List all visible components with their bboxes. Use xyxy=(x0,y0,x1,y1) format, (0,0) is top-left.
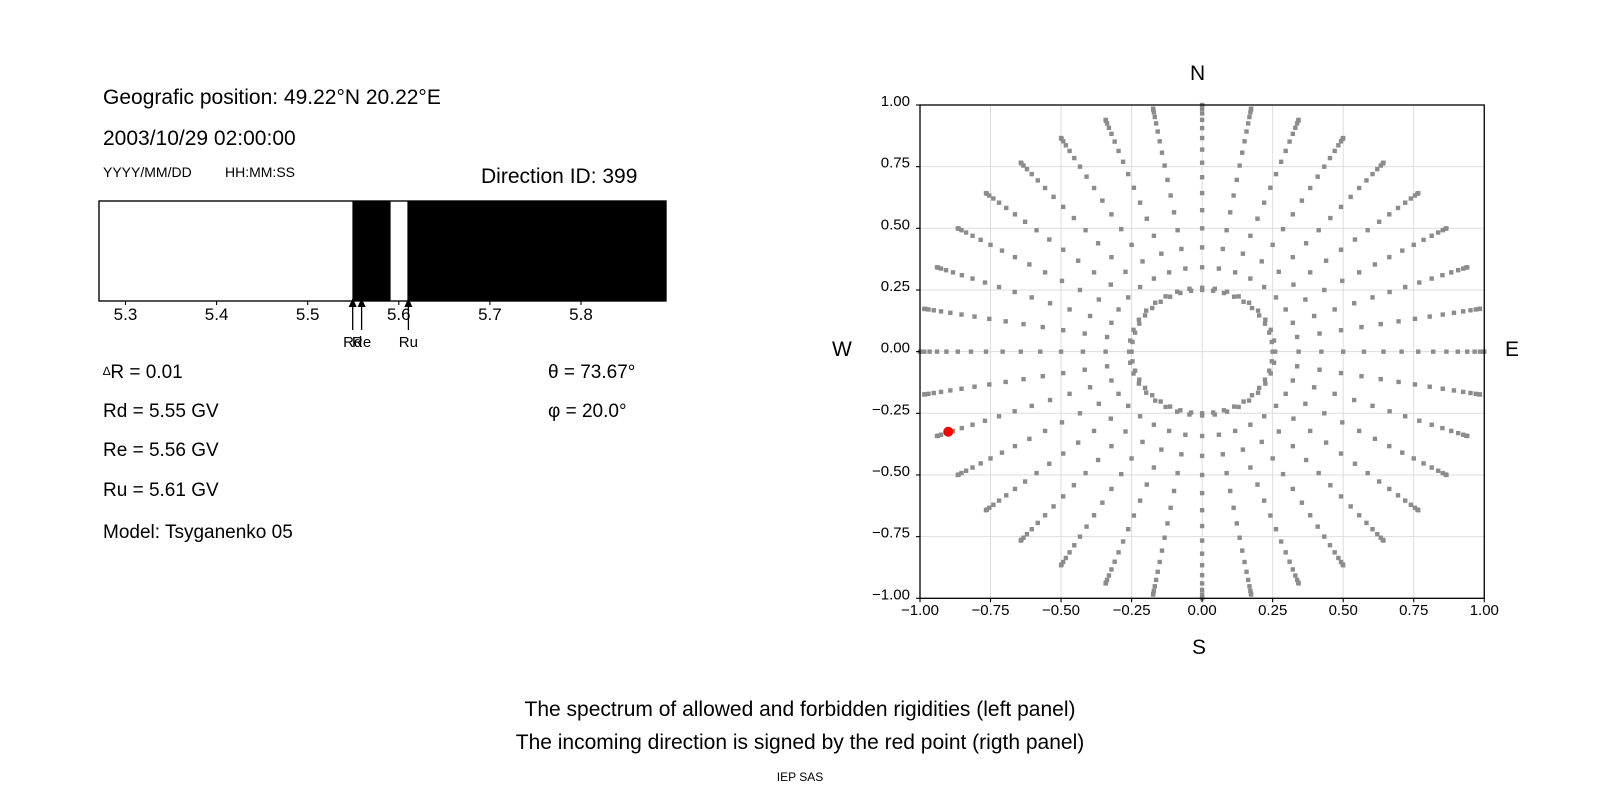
svg-text:−0.25: −0.25 xyxy=(1113,602,1151,619)
svg-text:−0.50: −0.50 xyxy=(1042,602,1080,619)
svg-text:0.75: 0.75 xyxy=(1399,602,1428,619)
svg-text:−1.00: −1.00 xyxy=(901,602,939,619)
svg-text:0.25: 0.25 xyxy=(1258,602,1287,619)
svg-text:0.50: 0.50 xyxy=(881,216,910,233)
svg-text:Ru: Ru xyxy=(399,334,418,350)
svg-text:0.75: 0.75 xyxy=(881,155,910,172)
svg-text:−0.75: −0.75 xyxy=(872,525,910,542)
svg-text:−0.25: −0.25 xyxy=(872,401,910,418)
svg-text:−0.75: −0.75 xyxy=(972,602,1010,619)
svg-text:1.00: 1.00 xyxy=(1470,602,1499,619)
svg-text:1.00: 1.00 xyxy=(881,95,910,110)
svg-text:0.00: 0.00 xyxy=(881,340,910,357)
svg-text:−0.50: −0.50 xyxy=(872,463,910,480)
svg-text:Re: Re xyxy=(352,334,371,350)
svg-text:0.00: 0.00 xyxy=(1187,602,1216,619)
svg-text:0.50: 0.50 xyxy=(1329,602,1358,619)
svg-text:0.25: 0.25 xyxy=(881,278,910,295)
